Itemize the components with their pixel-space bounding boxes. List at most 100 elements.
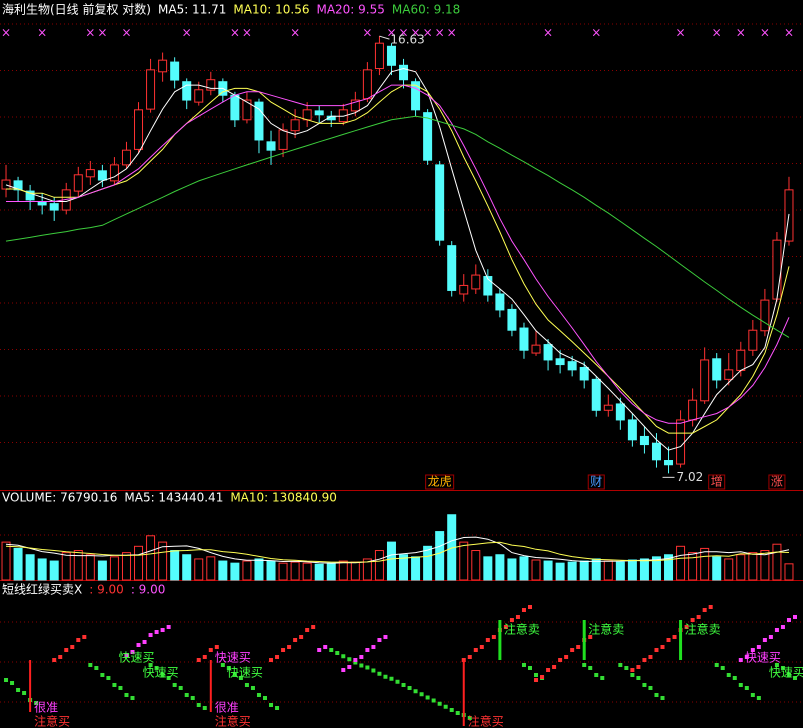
top-mark: × (121, 26, 131, 40)
signal-dot (750, 648, 755, 652)
volume-bar (736, 554, 746, 581)
top-mark: × (1, 26, 11, 40)
signal-dot (672, 635, 677, 639)
signal-dot (383, 674, 388, 679)
top-mark: × (543, 26, 553, 40)
signal-dot (178, 686, 183, 690)
signal-dot (485, 638, 490, 642)
volume-bar (386, 541, 396, 581)
signal-dot (786, 618, 791, 622)
signal-dot (786, 673, 791, 677)
top-mark: × (398, 26, 408, 40)
header-text: MA60: 9.18 (392, 3, 460, 17)
event-box (587, 474, 605, 490)
volume-bar (531, 559, 541, 581)
signal-dot (287, 645, 292, 649)
signal-dot (256, 693, 261, 697)
signal-dot (154, 630, 159, 634)
signal-text: 注意卖 (588, 622, 624, 637)
signal-dot (588, 666, 593, 670)
signal-dot (365, 665, 370, 670)
volume-bar (591, 558, 601, 581)
header-text: MA5: 11.71 (158, 3, 226, 17)
signal-dot (654, 648, 659, 652)
ma-line (6, 84, 790, 424)
candle-body (37, 201, 47, 206)
volume-bar (724, 558, 734, 581)
candle-body (724, 369, 734, 380)
signal-dot (118, 686, 123, 690)
top-mark: × (362, 26, 372, 40)
candle-body (483, 276, 493, 296)
signal-dot (371, 645, 376, 649)
candle-body (85, 169, 95, 178)
candle-body (435, 164, 445, 241)
volume-bar (603, 560, 613, 581)
signal-dot (660, 645, 665, 649)
event-marker: 涨 (771, 474, 783, 489)
ma-line (5, 67, 790, 451)
volume-bar (158, 541, 168, 581)
signal-dot (124, 653, 129, 657)
signal-text: 注意卖 (685, 622, 721, 637)
signal-text: 快速买 (143, 666, 179, 680)
candle-body (615, 403, 625, 421)
signal-dot (226, 666, 231, 670)
signal-dot (130, 696, 135, 700)
volume-bar (760, 550, 770, 581)
header-text: MA5: 143440.41 (124, 491, 223, 505)
volume-bar (194, 558, 204, 581)
signal-dot (124, 693, 129, 697)
signal-dot (305, 628, 310, 632)
signal-dot (16, 688, 21, 692)
header-text: MA10: 10.56 (233, 3, 309, 17)
signal-dot (136, 643, 141, 647)
signal-dot (744, 686, 749, 690)
signal-dot (250, 686, 255, 690)
signal-dot (702, 608, 707, 612)
signal-dot (666, 638, 671, 642)
signal-dot (232, 673, 237, 677)
volume-bar (748, 552, 758, 581)
volume-bar (121, 552, 131, 581)
volume-bar (772, 543, 782, 581)
volume-bar (688, 552, 698, 581)
header-text: 短线红绿买卖X (2, 582, 82, 597)
signal-dot (220, 663, 225, 667)
signal-dot (756, 696, 761, 700)
candle-body (688, 399, 698, 421)
signal-dot (793, 676, 797, 680)
high-label: 16.63 (390, 33, 424, 47)
signal-dot (64, 648, 69, 652)
volume-bar (399, 554, 409, 581)
volume-bar (639, 558, 649, 581)
signal-dot (726, 673, 731, 677)
event-box (708, 474, 726, 490)
signal-dot (528, 666, 532, 670)
event-box (768, 474, 786, 490)
signal-dot (588, 635, 593, 639)
signal-dot (503, 625, 508, 629)
signal-dot (793, 615, 797, 619)
volume-bar (700, 547, 710, 581)
signal-dot (443, 704, 448, 709)
signal-dot (58, 655, 63, 659)
volume-bar (459, 541, 469, 581)
signal-dot (341, 654, 346, 659)
volume-bar (519, 556, 529, 581)
volume-bar (555, 562, 565, 581)
candle-body (411, 81, 421, 111)
signal-dot (684, 625, 689, 629)
candle-body (531, 344, 541, 354)
volume-bar (182, 554, 192, 581)
top-mark: × (290, 26, 300, 40)
candle-body (121, 149, 131, 166)
signal-dot (353, 658, 358, 662)
volume-bar (61, 552, 71, 581)
signal-dot (750, 693, 755, 697)
volume-bar (146, 535, 156, 581)
volume-bar (290, 561, 300, 581)
volume-bar (784, 563, 794, 581)
signal-dot (94, 666, 99, 670)
signal-dot (365, 648, 370, 652)
